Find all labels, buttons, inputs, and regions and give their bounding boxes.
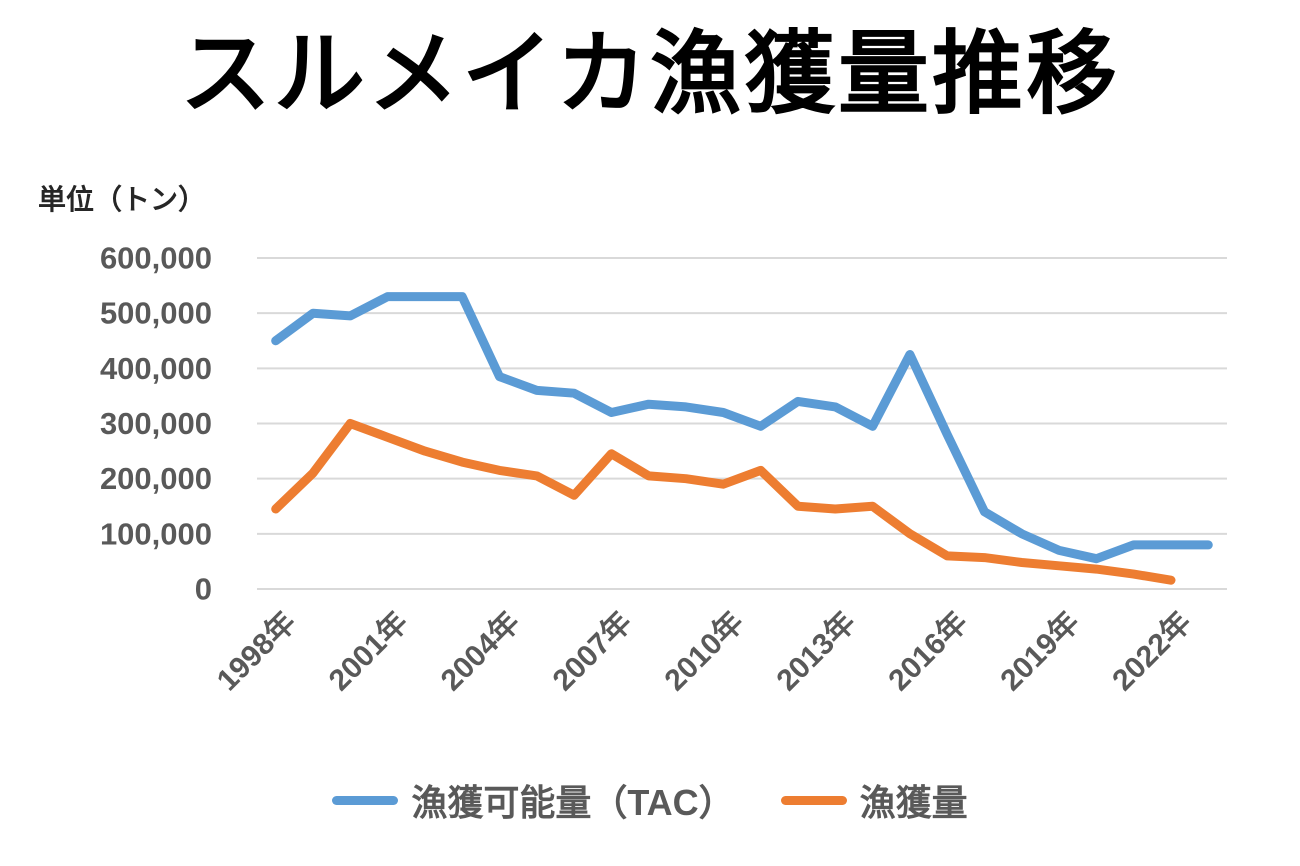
legend-label-tac: 漁獲可能量（TAC） xyxy=(411,782,735,823)
y-axis-unit-label: 単位（トン） xyxy=(38,184,207,215)
chart-title: スルメイカ漁獲量推移 xyxy=(179,24,1120,125)
legend-item-tac: 漁獲可能量（TAC） xyxy=(332,774,735,826)
x-tick-label: 2001年 xyxy=(323,606,415,698)
catch-series-line xyxy=(271,419,1176,585)
x-tick-label: 2010年 xyxy=(659,606,751,698)
tac-series-line xyxy=(271,292,1213,564)
y-tick-label: 600,000 xyxy=(100,241,212,276)
x-tick-label: 1998年 xyxy=(211,606,303,698)
x-tick-label: 2007年 xyxy=(547,606,639,698)
y-tick-label: 500,000 xyxy=(100,296,212,331)
chart-legend: 漁獲可能量（TAC） 漁獲量 xyxy=(0,770,1300,830)
catch-legend-swatch-icon xyxy=(780,795,847,805)
y-tick-label: 100,000 xyxy=(100,516,212,551)
x-tick-label: 2016年 xyxy=(882,606,974,698)
y-axis-tick-labels: 0 100,000 200,000 300,000 400,000 500,000 600,… xyxy=(100,241,212,607)
x-tick-label: 2013年 xyxy=(770,606,862,698)
x-tick-label: 2022年 xyxy=(1106,606,1198,698)
y-tick-label: 0 xyxy=(195,572,212,607)
y-tick-label: 400,000 xyxy=(100,351,212,386)
tac-legend-swatch-icon xyxy=(332,795,399,805)
series-lines xyxy=(271,292,1213,585)
x-tick-label: 2004年 xyxy=(435,606,527,698)
x-axis-tick-labels: 1998年 2001年 2004年 2007年 2010年 2013年 2016年 2019年… xyxy=(211,606,1198,698)
x-tick-label: 2019年 xyxy=(994,606,1086,698)
legend-item-catch: 漁獲量 xyxy=(780,774,968,826)
y-tick-label: 300,000 xyxy=(100,406,212,441)
y-tick-label: 200,000 xyxy=(100,461,212,496)
legend-label-catch: 漁獲量 xyxy=(859,782,968,823)
